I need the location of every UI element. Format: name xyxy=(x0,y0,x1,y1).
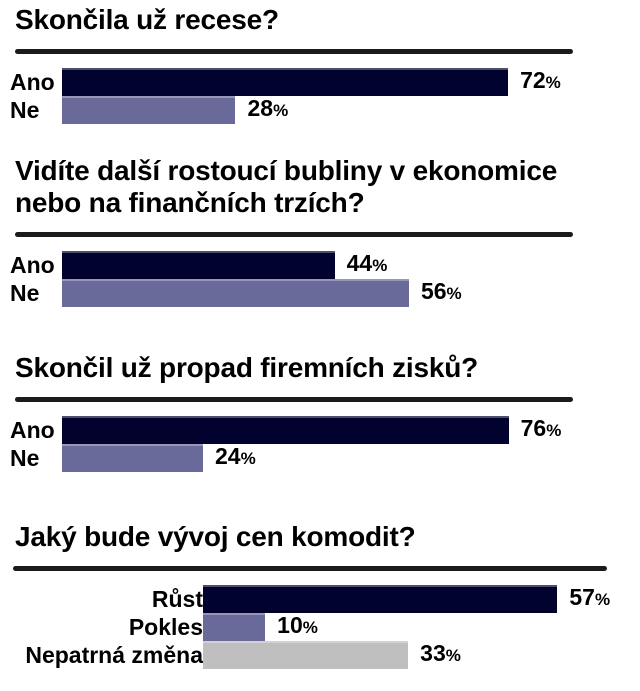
chart-title: Jaký bude vývoj cen komodit? xyxy=(15,520,416,552)
bar-track: 76% xyxy=(62,414,632,445)
bar xyxy=(203,584,558,613)
bar xyxy=(203,640,409,669)
bar-label: Ano xyxy=(10,416,55,443)
bar-value-number: 33 xyxy=(420,640,446,667)
bar-track: 44% xyxy=(62,249,632,280)
percent-sign: % xyxy=(446,284,462,304)
bar-label: Pokles xyxy=(128,613,203,640)
bar-value-number: 76 xyxy=(520,415,547,442)
bar xyxy=(62,443,204,472)
bar-value: 76% xyxy=(521,414,562,445)
percent-sign: % xyxy=(372,256,388,276)
bar xyxy=(62,415,509,444)
bar xyxy=(62,95,236,124)
bar-row: Ne 24% xyxy=(8,442,632,473)
bar-label: Ne xyxy=(10,444,40,471)
title-underline xyxy=(15,231,573,237)
percent-sign: % xyxy=(445,646,461,666)
title-underline xyxy=(15,48,573,54)
bar-row: Ano 76% xyxy=(8,414,632,445)
bar-track: 28% xyxy=(62,94,632,125)
bar-label: Ano xyxy=(10,251,55,278)
bar-value: 28% xyxy=(247,94,288,125)
bar-value-number: 72 xyxy=(520,67,546,94)
bar-row: Ano 72% xyxy=(8,66,632,97)
bar-row: Nepatrná změna 33% xyxy=(8,639,632,670)
bar-label: Ne xyxy=(10,96,40,123)
bar-track: 57% xyxy=(203,583,632,614)
bar-rows: Ano 72% Ne 28% xyxy=(8,66,632,125)
bar-track: 56% xyxy=(62,277,632,308)
bar-value: 56% xyxy=(421,277,462,308)
bar-value-number: 57 xyxy=(569,584,595,611)
percent-sign: % xyxy=(240,449,256,469)
bar-track: 72% xyxy=(62,66,632,97)
bar-value: 10% xyxy=(277,611,318,642)
percent-sign: % xyxy=(273,101,289,121)
percent-sign: % xyxy=(546,421,562,441)
percent-sign: % xyxy=(545,73,561,93)
bar-row: Ano 44% xyxy=(8,249,632,280)
bar-rows: Růst 57% Pokles 10% Nepatrná změna 33% xyxy=(8,583,632,670)
bar-value-number: 28 xyxy=(247,95,274,122)
bar-value: 72% xyxy=(520,66,561,97)
bar-track: 10% xyxy=(203,611,632,642)
bar xyxy=(62,250,335,279)
percent-sign: % xyxy=(302,618,318,638)
chart-title: Skončil už propad firemních zisků? xyxy=(15,351,479,383)
bar-row: Růst 57% xyxy=(8,583,632,614)
bar-row: Pokles 10% xyxy=(8,611,632,642)
bar xyxy=(203,612,266,641)
bar xyxy=(62,67,509,96)
bar-value: 57% xyxy=(569,583,610,614)
bar-track: 33% xyxy=(203,639,632,670)
bar-value: 24% xyxy=(215,442,256,473)
chart-title: Skončila už recese? xyxy=(15,4,279,35)
bar-track: 24% xyxy=(62,442,632,473)
bar xyxy=(62,278,409,307)
bar-value-number: 10 xyxy=(277,612,303,639)
bar-row: Ne 28% xyxy=(8,94,632,125)
bar-rows: Ano 76% Ne 24% xyxy=(8,414,632,473)
bar-label: Nepatrná změna xyxy=(25,641,203,668)
bar-rows: Ano 44% Ne 56% xyxy=(8,249,632,308)
title-underline xyxy=(13,565,607,571)
bar-label: Ano xyxy=(10,68,55,95)
bar-label: Ne xyxy=(10,279,40,306)
title-underline xyxy=(15,396,573,402)
bar-value: 33% xyxy=(420,639,461,670)
bar-value-number: 44 xyxy=(346,250,373,277)
chart-section-recession: Skončila už recese? Ano 72% Ne 28% xyxy=(8,4,632,124)
bar-value-number: 56 xyxy=(420,278,447,305)
chart-section-profits: Skončil už propad firemních zisků? Ano 7… xyxy=(8,352,632,472)
percent-sign: % xyxy=(594,590,611,610)
chart-section-commodities: Jaký bude vývoj cen komodit? Růst 57% Po… xyxy=(8,521,632,669)
bar-value: 44% xyxy=(347,249,388,280)
chart-section-bubbles: Vidíte další rostoucí bubliny v ekonomic… xyxy=(8,155,632,307)
chart-title: Vidíte další rostoucí bubliny v ekonomic… xyxy=(15,154,558,218)
bar-label: Růst xyxy=(151,585,203,612)
bar-row: Ne 56% xyxy=(8,277,632,308)
bar-value-number: 24 xyxy=(215,443,241,470)
